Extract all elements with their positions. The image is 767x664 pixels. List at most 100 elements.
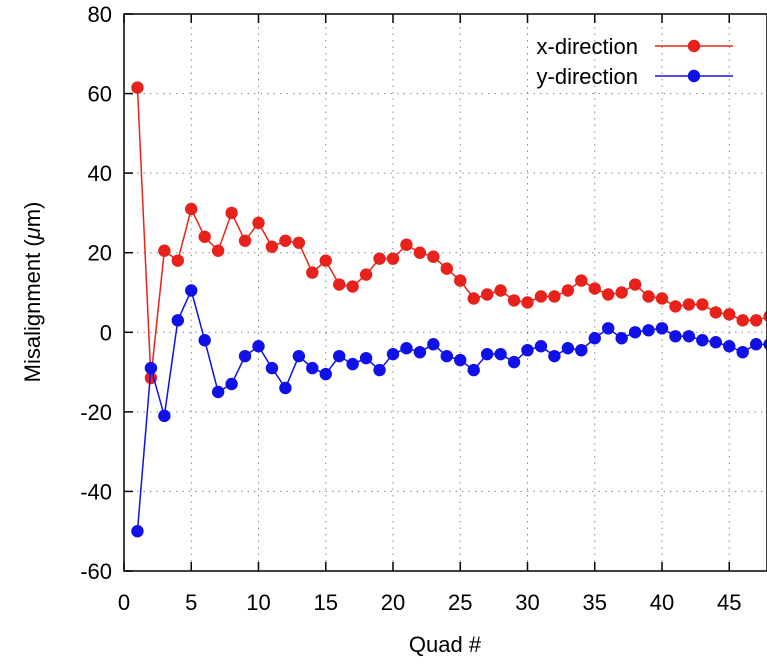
series-x-direction xyxy=(131,81,767,385)
data-point xyxy=(171,254,184,267)
data-point xyxy=(386,347,400,361)
y-tick-label: -40 xyxy=(80,479,112,504)
data-point xyxy=(655,322,669,335)
data-point xyxy=(642,290,655,303)
data-point xyxy=(507,294,521,307)
data-point xyxy=(709,336,722,349)
data-point xyxy=(615,286,628,299)
data-point xyxy=(440,262,453,275)
x-tick-label: 45 xyxy=(717,590,741,615)
data-point xyxy=(480,347,494,361)
data-point xyxy=(521,343,534,357)
data-point xyxy=(440,349,453,363)
data-point xyxy=(185,284,198,297)
data-point xyxy=(319,367,332,381)
y-axis-label-prefix: Misalignment ( xyxy=(20,239,45,383)
data-point xyxy=(211,385,225,399)
data-point xyxy=(131,525,144,538)
data-point xyxy=(346,357,359,371)
x-tick-label: 5 xyxy=(185,590,197,615)
data-point xyxy=(682,330,696,343)
x-tick-label: 30 xyxy=(515,590,539,615)
data-point xyxy=(211,244,225,257)
data-point xyxy=(521,296,534,309)
data-point xyxy=(454,353,467,367)
legend-label: x-direction xyxy=(537,34,638,59)
data-point xyxy=(588,282,601,295)
data-point xyxy=(158,409,171,423)
data-point xyxy=(507,355,521,369)
data-point xyxy=(763,310,767,322)
data-point xyxy=(534,340,548,353)
y-axis-label-mu: μ xyxy=(20,227,45,240)
data-point xyxy=(588,332,601,345)
data-point xyxy=(265,240,279,253)
x-tick-label: 25 xyxy=(448,590,472,615)
series-y-direction xyxy=(131,284,767,538)
data-point xyxy=(265,361,279,375)
data-point xyxy=(185,202,198,216)
data-point xyxy=(669,330,682,343)
data-point xyxy=(373,363,386,377)
data-point xyxy=(373,252,386,265)
legend-entry: y-direction xyxy=(537,64,733,89)
data-point xyxy=(548,349,561,363)
data-point xyxy=(655,292,669,305)
y-tick-label: 40 xyxy=(88,161,112,186)
data-series xyxy=(131,81,767,538)
data-point xyxy=(723,340,736,353)
data-point xyxy=(669,300,682,313)
data-point xyxy=(427,338,440,351)
data-point xyxy=(682,298,696,311)
x-tick-label: 0 xyxy=(118,590,130,615)
data-point xyxy=(198,334,211,347)
legend-entry: x-direction xyxy=(537,34,733,59)
data-point xyxy=(279,234,292,247)
data-point xyxy=(198,230,211,243)
data-point xyxy=(171,314,184,327)
data-point xyxy=(238,349,252,363)
data-point xyxy=(749,338,763,351)
data-point xyxy=(615,332,628,345)
data-point xyxy=(306,266,319,279)
data-point xyxy=(561,342,575,355)
data-point xyxy=(494,284,507,297)
grid-lines xyxy=(124,14,767,571)
data-point xyxy=(413,246,427,259)
data-point xyxy=(333,278,346,291)
data-point xyxy=(386,252,400,265)
data-point xyxy=(467,292,480,305)
y-axis-label: Misalignment (μm) xyxy=(20,202,45,383)
data-point xyxy=(225,206,238,220)
data-point xyxy=(696,298,709,311)
data-point xyxy=(359,351,373,365)
data-point xyxy=(723,308,736,321)
data-point xyxy=(252,340,265,353)
y-axis-label-suffix: m) xyxy=(20,202,45,228)
data-point xyxy=(548,290,561,303)
plot-frame xyxy=(123,13,767,572)
x-tick-label: 40 xyxy=(650,590,674,615)
data-point xyxy=(763,338,767,350)
data-point xyxy=(642,324,655,337)
data-point xyxy=(709,306,722,319)
data-point xyxy=(400,238,413,251)
legend: x-direction y-direction xyxy=(537,34,733,89)
data-point xyxy=(628,326,642,339)
data-point xyxy=(292,236,306,249)
y-tick-label: 0 xyxy=(100,320,112,345)
data-point xyxy=(628,278,642,291)
data-point xyxy=(413,345,427,359)
data-point xyxy=(749,314,763,327)
x-tick-label: 35 xyxy=(583,590,607,615)
data-point xyxy=(359,268,373,281)
data-point xyxy=(480,288,494,301)
data-point xyxy=(333,349,346,363)
data-point xyxy=(346,280,359,293)
data-point xyxy=(158,244,171,257)
data-point xyxy=(319,254,332,267)
x-axis-label: Quad # xyxy=(409,632,482,657)
x-tick-label: 20 xyxy=(381,590,405,615)
legend-label: y-direction xyxy=(537,64,638,89)
